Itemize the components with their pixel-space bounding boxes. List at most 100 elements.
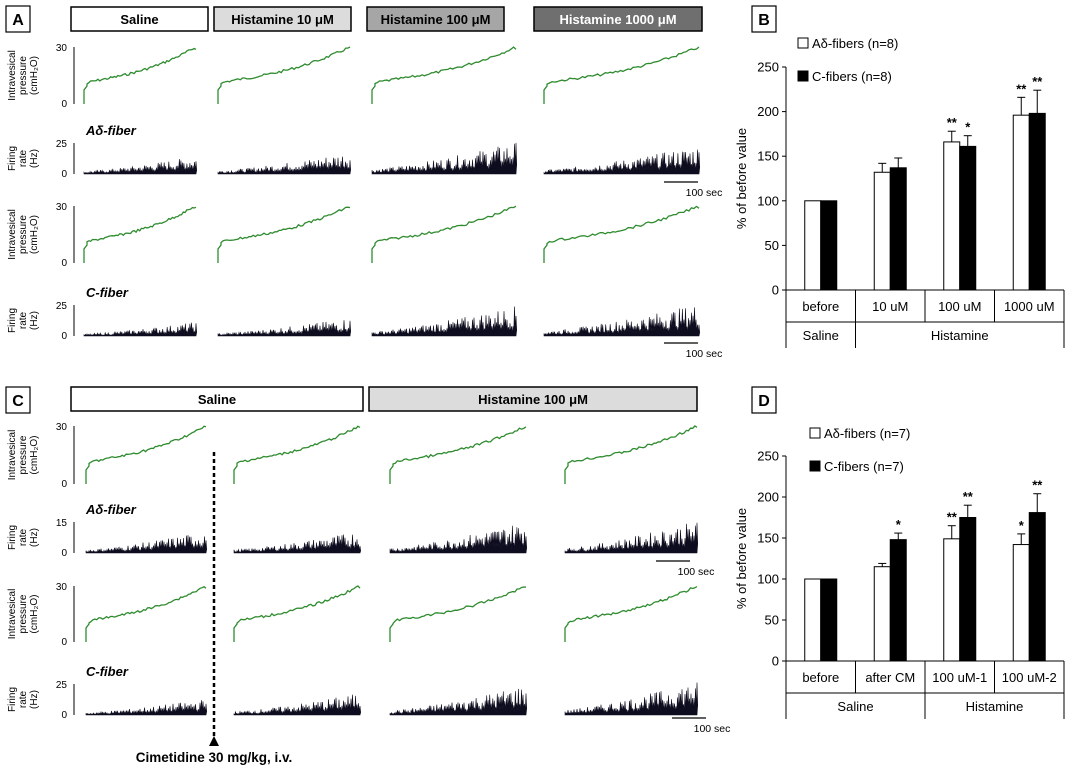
row-tick-bottom: 0 (61, 548, 67, 559)
y-tick-label: 100 (757, 193, 779, 208)
pressure-trace (389, 426, 527, 484)
row-1-label: Firing rate (Hz) (7, 525, 40, 550)
row-tick-top: 25 (56, 301, 68, 312)
x-category-label: 10 uM (872, 299, 908, 314)
row-tick-bottom: 0 (61, 479, 67, 490)
pressure-trace (83, 47, 197, 104)
significance-label: ** (1032, 478, 1043, 493)
firing-trace (389, 688, 528, 716)
firing-trace (543, 149, 701, 175)
scalebar-label: 100 sec (686, 348, 723, 360)
panel-c-letter-box (5, 386, 31, 414)
fiber-label: C-fiber (86, 285, 129, 300)
y-axis-label: % of before value (734, 508, 749, 609)
y-tick-label: 50 (765, 613, 779, 628)
y-tick-label: 100 (757, 572, 779, 587)
row-tick-bottom: 0 (61, 99, 67, 110)
y-tick-label: 0 (772, 654, 779, 669)
firing-trace (564, 682, 699, 716)
panel-letter: B (758, 12, 770, 29)
bar (820, 200, 838, 291)
x-group-label: Saline (837, 699, 873, 714)
pressure-trace (85, 586, 207, 642)
bar (943, 538, 961, 662)
fiber-label: Aδ-fiber (85, 123, 137, 138)
x-category-label: after CM (865, 670, 915, 685)
row-label-line: Intravesical (7, 589, 18, 640)
row-label-line: (Hz) (29, 528, 40, 547)
pressure-trace (371, 46, 517, 104)
firing-trace (371, 142, 518, 175)
row-tick-top: 15 (56, 518, 68, 529)
header-label-0: Saline (120, 12, 158, 27)
x-group-label: Histamine (966, 699, 1024, 714)
firing-trace (85, 535, 208, 554)
y-tick-label: 50 (765, 238, 779, 253)
row-label-line: Firing (7, 146, 18, 171)
row-label-line: Firing (7, 308, 18, 333)
y-tick-label: 200 (757, 490, 779, 505)
legend-swatch (809, 427, 821, 439)
row-0-label: Intravesical pressure (cmH₂O) (7, 50, 40, 101)
bar (943, 141, 961, 291)
legend-label: Aδ-fibers (n=7) (824, 426, 910, 441)
row-tick-bottom: 0 (61, 258, 67, 269)
firing-trace (83, 158, 198, 175)
row-2-label: Intravesical pressure (cmH₂O) (7, 589, 40, 640)
pressure-trace (564, 425, 698, 484)
row-label-line: (Hz) (29, 690, 40, 709)
pressure-trace (217, 46, 351, 104)
bar (959, 517, 977, 662)
pressure-trace (233, 585, 361, 642)
pressure-trace (217, 206, 351, 263)
panel-c-headers: Saline Histamine 100 μM (70, 386, 698, 412)
row-tick-bottom: 0 (61, 169, 67, 180)
y-tick-label: 150 (757, 531, 779, 546)
row-tick-top: 30 (56, 422, 68, 433)
pressure-trace (233, 425, 361, 484)
header-box-3 (533, 6, 703, 32)
row-label-line: rate (18, 311, 29, 329)
header-box-0 (70, 6, 209, 32)
header-box-2 (366, 6, 505, 32)
pressure-trace (85, 425, 207, 484)
bar (959, 145, 977, 291)
significance-label: ** (947, 115, 958, 130)
firing-trace (217, 320, 352, 337)
row-3-label: Firing rate (Hz) (7, 687, 40, 712)
firing-trace (217, 156, 352, 175)
significance-label: ** (947, 510, 958, 525)
significance-label: * (965, 120, 971, 135)
row-label-line: (cmH₂O) (29, 56, 40, 95)
x-category-label: before (802, 670, 839, 685)
row-label-line: rate (18, 149, 29, 167)
bar (873, 566, 891, 662)
legend-swatch (797, 70, 809, 82)
panel-a-letter: A (12, 12, 24, 29)
row-label-line: pressure (18, 594, 29, 633)
row-tick-top: 25 (56, 139, 68, 150)
firing-trace (233, 534, 362, 554)
legend-label: Aδ-fibers (n=8) (812, 36, 898, 51)
header-label-1: Histamine 100 μM (478, 392, 588, 407)
pressure-trace (371, 205, 517, 263)
pressure-trace (543, 205, 700, 263)
y-tick-label: 0 (772, 283, 779, 298)
row-tick-bottom: 0 (61, 331, 67, 342)
panel-a-letter-box (5, 5, 31, 33)
header-label-2: Histamine 100 μM (381, 12, 491, 27)
y-tick-label: 250 (757, 60, 779, 75)
pressure-trace (389, 586, 527, 642)
row-label-line: pressure (18, 215, 29, 254)
row-label-line: rate (18, 690, 29, 708)
x-category-label: 1000 uM (1004, 299, 1055, 314)
bar (804, 200, 822, 291)
header-box-1 (368, 386, 698, 412)
bar (820, 578, 838, 662)
chart-b: B 0 50 100 150 200 250 % of before value before 1… (734, 5, 1065, 348)
x-group-label: Saline (803, 328, 839, 343)
row-label-line: pressure (18, 435, 29, 474)
y-axis-label-group: % of before value (734, 508, 749, 609)
row-tick-top: 25 (56, 680, 68, 691)
